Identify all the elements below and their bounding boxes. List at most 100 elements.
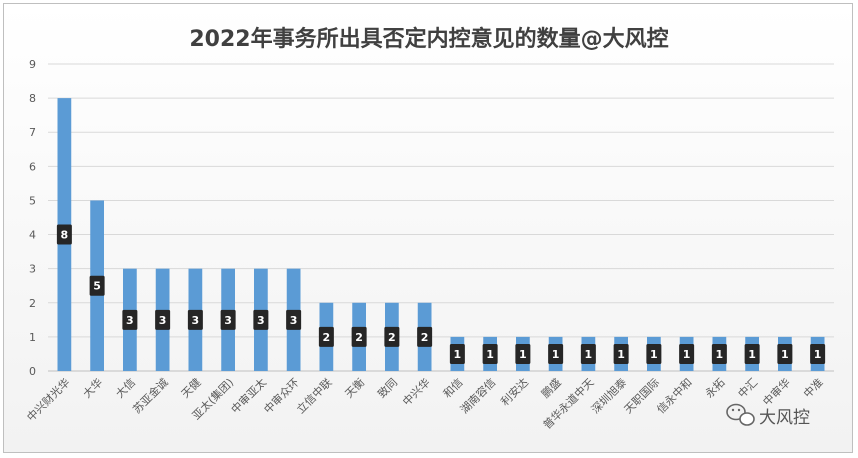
x-tick-label: 中准: [801, 376, 826, 401]
y-tick-label: 6: [29, 160, 36, 173]
data-label-box: [384, 326, 400, 347]
data-label-box: [580, 343, 596, 364]
x-tick-label: 大华: [80, 375, 105, 400]
data-label-text: 1: [519, 348, 527, 361]
x-tick-label: 永拓: [702, 375, 727, 400]
data-label-box: [744, 343, 760, 364]
x-tick-label: 中审华: [760, 375, 793, 408]
data-label-text: 1: [454, 348, 462, 361]
data-label-text: 3: [159, 314, 167, 327]
data-label-box: [810, 343, 826, 364]
data-label: 2: [318, 326, 334, 347]
data-label-text: 3: [192, 314, 200, 327]
data-label: 1: [482, 343, 498, 364]
data-label-text: 1: [748, 348, 756, 361]
y-tick-label: 2: [29, 297, 36, 310]
x-tick-label: 和信: [441, 376, 466, 401]
x-tick-label: 利安达: [498, 375, 531, 408]
data-label-box: [679, 343, 695, 364]
data-label: 1: [810, 343, 826, 364]
data-label-box: [711, 343, 727, 364]
x-tick-label: 天健: [179, 376, 204, 401]
data-label-text: 1: [617, 348, 625, 361]
data-label-box: [220, 309, 236, 330]
data-label: 2: [384, 326, 400, 347]
data-label: 1: [679, 343, 695, 364]
y-tick-label: 4: [29, 229, 36, 242]
y-tick-label: 7: [29, 126, 36, 139]
data-label: 3: [253, 309, 269, 330]
data-label-box: [351, 326, 367, 347]
watermark-text: 大风控: [759, 408, 810, 428]
data-label-text: 1: [552, 348, 560, 361]
data-label-box: [548, 343, 564, 364]
data-label-box: [777, 343, 793, 364]
x-tick-label: 信永中和: [654, 375, 695, 416]
data-label-text: 5: [93, 280, 101, 293]
data-label-box: [613, 343, 629, 364]
x-tick-label: 中审亚太: [228, 375, 269, 416]
x-tick-label: 中汇: [735, 376, 760, 401]
data-label-text: 1: [486, 348, 494, 361]
x-tick-label: 大信: [113, 375, 138, 400]
x-tick-label: 中兴华: [400, 375, 433, 408]
x-tick-label: 天衡: [342, 376, 367, 401]
data-label-text: 3: [224, 314, 232, 327]
x-tick-label: 苏亚金诚: [130, 375, 171, 416]
data-label-text: 2: [355, 331, 363, 344]
data-label: 3: [122, 309, 138, 330]
data-label-box: [515, 343, 531, 364]
x-tick-label: 立信中联: [293, 375, 334, 416]
data-label-box: [56, 224, 72, 245]
chart-title: 2022年事务所出具否定内控意见的数量@大风控: [189, 26, 668, 52]
data-label-box: [646, 343, 662, 364]
x-tick-label: 深圳旭泰: [588, 375, 629, 416]
data-label-box: [482, 343, 498, 364]
data-label-box: [449, 343, 465, 364]
wechat-icon: [726, 403, 755, 426]
chart: 2022年事务所出具否定内控意见的数量@大风控 0 1 2 3 4 5 6 7 8 9 中兴财光华…: [24, 26, 834, 432]
data-label: 1: [580, 343, 596, 364]
chart-frame: 2022年事务所出具否定内控意见的数量@大风控 0 1 2 3 4 5 6 7 8 9 中兴财光华…: [3, 3, 853, 453]
data-label-text: 1: [585, 348, 593, 361]
x-tick-label: 鹏盛: [538, 375, 563, 400]
data-label-box: [417, 326, 433, 347]
gridlines: [48, 63, 834, 372]
data-label: 1: [515, 343, 531, 364]
x-tick-label: 致同: [375, 375, 400, 400]
data-label: 1: [711, 343, 727, 364]
data-label: 1: [777, 343, 793, 364]
data-label: 1: [449, 343, 465, 364]
data-label-text: 8: [61, 229, 69, 242]
data-label: 3: [155, 309, 171, 330]
data-label-text: 3: [126, 314, 134, 327]
data-label: 5: [89, 275, 105, 296]
y-tick-label: 3: [29, 263, 36, 276]
data-label-text: 1: [814, 348, 822, 361]
data-label-text: 3: [257, 314, 265, 327]
data-label: 1: [613, 343, 629, 364]
y-tick-label: 9: [29, 58, 36, 71]
data-labels: 8 5 3 3 3 3 3 3 2 2 2 2 1 1 1 1 1 1 1 1 1 1 1 1: [56, 224, 826, 364]
data-label-box: [253, 309, 269, 330]
data-label: 1: [646, 343, 662, 364]
data-label-text: 2: [323, 331, 331, 344]
data-label: 8: [56, 224, 72, 245]
data-label: 1: [548, 343, 564, 364]
data-label-box: [286, 309, 302, 330]
data-label-text: 1: [781, 348, 789, 361]
y-tick-label: 0: [29, 365, 36, 378]
y-tick-label: 1: [29, 331, 36, 344]
data-label-box: [155, 309, 171, 330]
data-label-text: 1: [716, 348, 724, 361]
data-label-text: 1: [683, 348, 691, 361]
y-tick-label: 5: [29, 194, 36, 207]
data-label: 3: [220, 309, 236, 330]
data-label-text: 2: [421, 331, 429, 344]
data-label: 3: [187, 309, 203, 330]
data-label: 2: [351, 326, 367, 347]
watermark: 大风控: [726, 403, 810, 428]
x-tick-label: 中兴财光华: [24, 375, 73, 424]
data-label: 3: [286, 309, 302, 330]
